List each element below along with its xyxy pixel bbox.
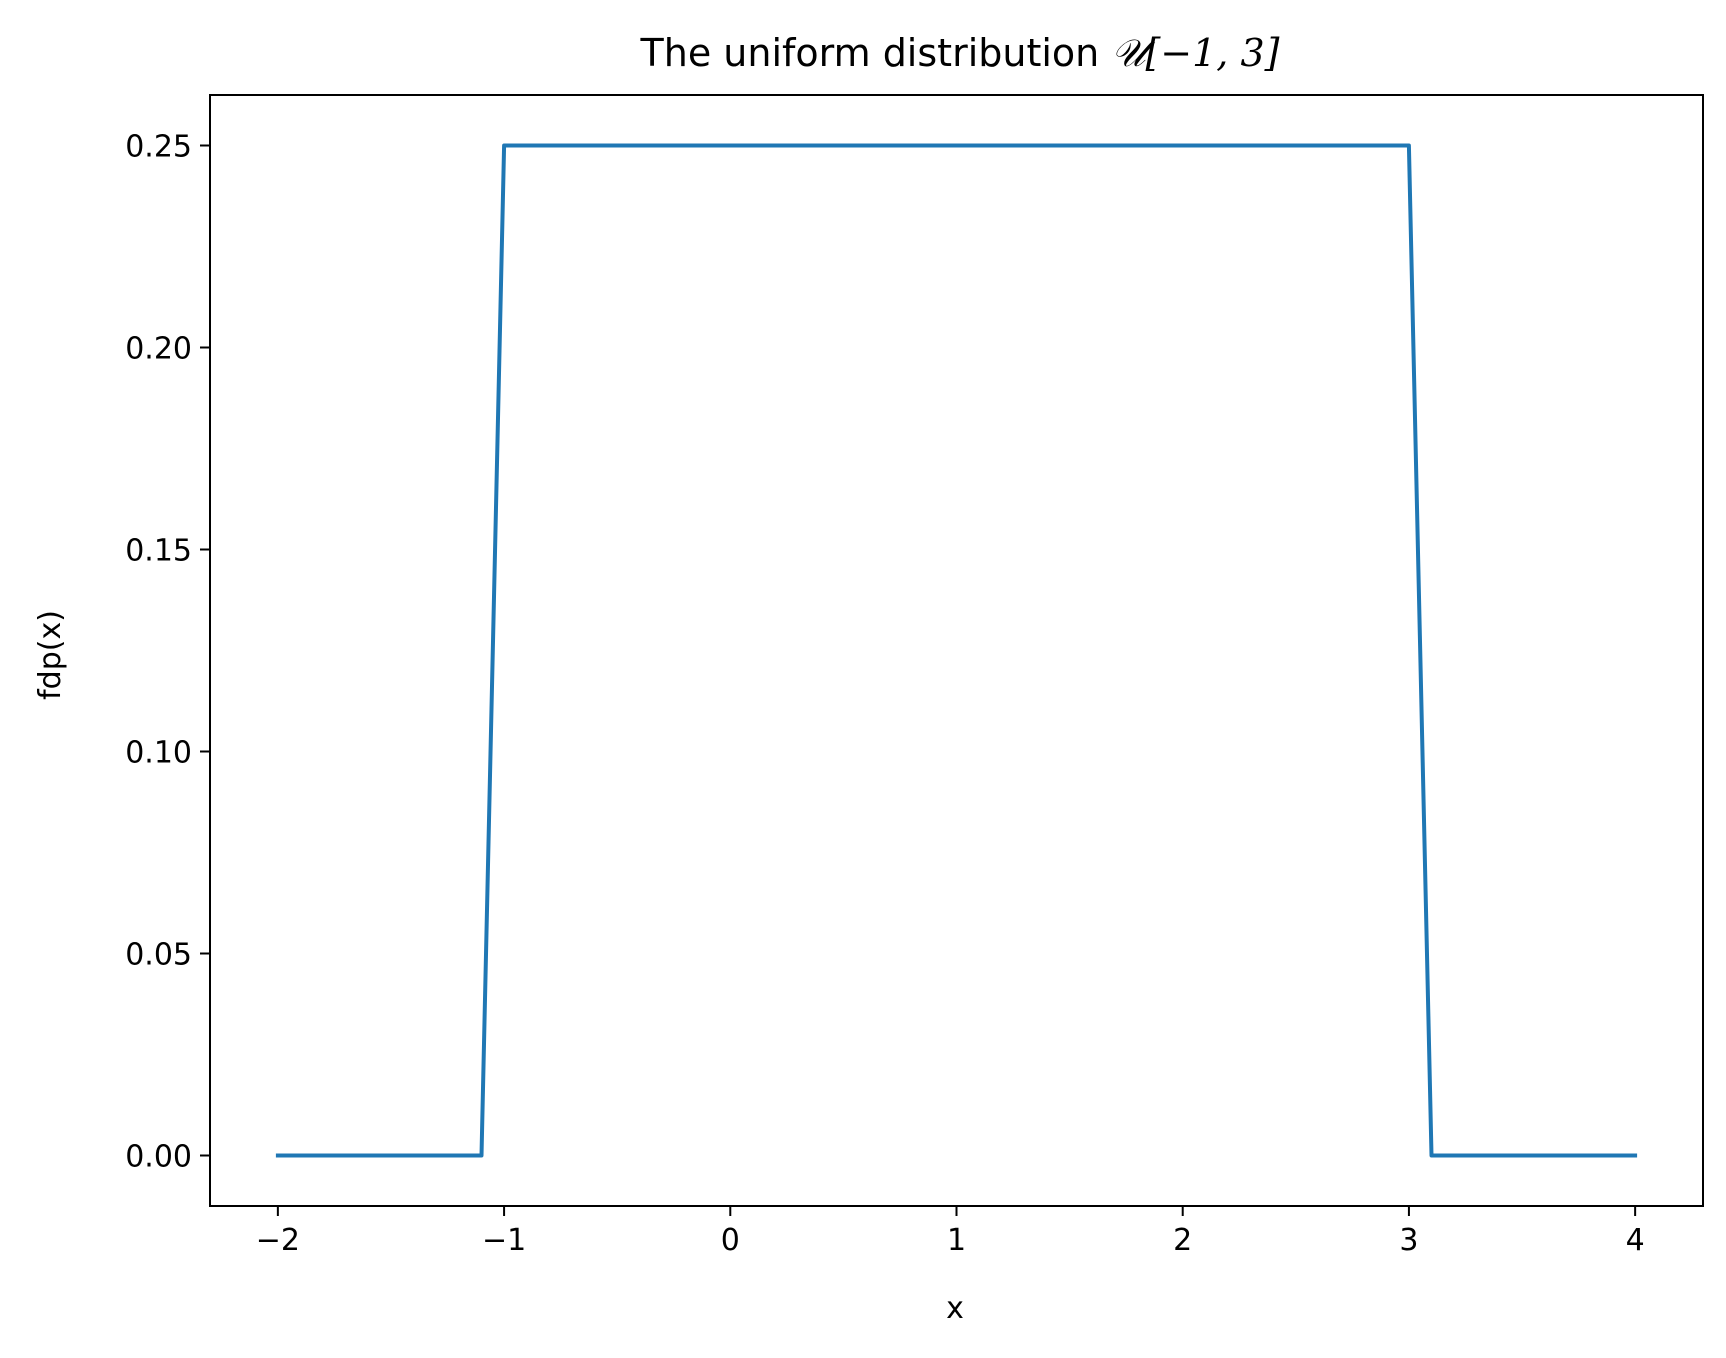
x-tick-label: 3 — [1399, 1223, 1418, 1258]
x-tick-label: 2 — [1173, 1223, 1192, 1258]
y-tick-label: 0.05 — [125, 938, 192, 973]
x-axis-label: x — [946, 1291, 964, 1326]
x-tick-label: 0 — [721, 1223, 740, 1258]
x-tick-label: 1 — [947, 1223, 966, 1258]
x-tick-label: −1 — [482, 1223, 526, 1258]
chart-title: The uniform distribution 𝒰[−1, 3] — [640, 31, 1280, 75]
y-tick-label: 0.15 — [125, 534, 192, 569]
plot-area: −2 −1 0 1 2 3 4 0.00 0.05 0.10 0.15 0.20 0.25 — [125, 94, 1704, 1258]
series-line-0 — [275, 143, 1638, 1158]
y-tick-label: 0.10 — [125, 736, 192, 771]
y-tick-label: 0.25 — [125, 130, 192, 165]
y-tick-label: 0.00 — [125, 1140, 192, 1175]
x-tick-label: 4 — [1626, 1223, 1645, 1258]
chart-title-text: The uniform distribution — [640, 31, 1100, 75]
y-tick-label: 0.20 — [125, 332, 192, 367]
chart-title-math: 𝒰[−1, 3] — [1111, 31, 1279, 75]
y-axis-label: fdp(x) — [33, 610, 68, 700]
x-tick-label: −2 — [256, 1223, 300, 1258]
